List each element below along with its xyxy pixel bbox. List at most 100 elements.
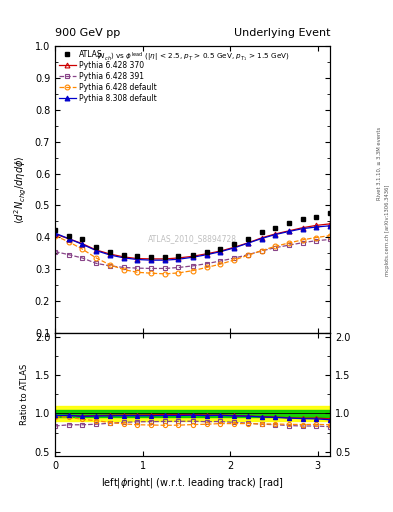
Pythia 6.428 370 [231,244,236,250]
Pythia 6.428 default [301,237,305,243]
Text: ATLAS_2010_S8894728: ATLAS_2010_S8894728 [148,233,237,243]
Text: Underlying Event: Underlying Event [233,28,330,38]
ATLAS [122,252,127,258]
ATLAS [272,225,277,231]
Text: Rivet 3.1.10, ≥ 3.3M events: Rivet 3.1.10, ≥ 3.3M events [377,127,382,201]
ATLAS [301,216,305,222]
Pythia 6.428 default [163,271,168,277]
Line: Pythia 6.428 default: Pythia 6.428 default [53,233,332,276]
Pythia 6.428 391 [328,237,332,243]
Pythia 6.428 default [53,232,57,239]
Pythia 6.428 default [259,247,264,253]
ATLAS [204,248,209,254]
ATLAS [286,220,291,226]
Pythia 8.308 default [94,247,99,253]
ATLAS [245,236,250,242]
Pythia 8.308 default [67,236,72,242]
Pythia 6.428 391 [67,252,72,258]
Pythia 6.428 370 [94,247,99,253]
Pythia 6.428 391 [149,265,154,271]
Pythia 6.428 391 [231,255,236,261]
Pythia 6.428 default [245,252,250,259]
Pythia 6.428 391 [163,265,168,271]
Pythia 8.308 default [80,241,84,247]
ATLAS [53,226,57,232]
ATLAS [328,210,332,217]
Text: 900 GeV pp: 900 GeV pp [55,28,120,38]
Pythia 8.308 default [231,245,236,251]
Pythia 8.308 default [176,256,181,262]
Pythia 6.428 default [135,269,140,275]
Pythia 6.428 391 [217,258,222,264]
ATLAS [149,254,154,260]
ATLAS [176,253,181,260]
Line: Pythia 6.428 391: Pythia 6.428 391 [53,237,332,271]
Pythia 6.428 391 [286,242,291,248]
Pythia 6.428 default [190,268,195,274]
Pythia 6.428 391 [272,245,277,251]
Pythia 8.308 default [108,252,112,258]
Pythia 6.428 391 [108,263,112,269]
ATLAS [163,254,168,261]
Text: $\langle N_{ch}\rangle$ vs $\phi^{\mathrm{lead}}$ ($|\eta|$ < 2.5, $p_T$ > 0.5 G: $\langle N_{ch}\rangle$ vs $\phi^{\mathr… [95,50,290,63]
Pythia 6.428 default [67,239,72,245]
Pythia 6.428 370 [245,240,250,246]
Pythia 6.428 391 [190,263,195,269]
Pythia 6.428 370 [286,228,291,234]
ATLAS [108,248,112,254]
Pythia 6.428 391 [301,240,305,246]
Pythia 6.428 391 [94,260,99,266]
Pythia 6.428 370 [259,235,264,241]
Pythia 8.308 default [190,254,195,261]
Pythia 6.428 370 [217,248,222,254]
Pythia 6.428 391 [135,265,140,271]
Pythia 6.428 370 [314,222,318,228]
Pythia 8.308 default [149,257,154,263]
Pythia 6.428 391 [245,252,250,258]
Pythia 6.428 370 [67,236,72,242]
Pythia 6.428 default [286,240,291,246]
ATLAS [314,214,318,220]
Pythia 6.428 370 [53,231,57,237]
Pythia 8.308 default [301,226,305,232]
Pythia 6.428 391 [53,248,57,254]
Pythia 8.308 default [135,257,140,263]
Pythia 6.428 391 [122,264,127,270]
Pythia 6.428 370 [328,221,332,227]
Pythia 6.428 default [204,264,209,270]
Pythia 8.308 default [259,236,264,242]
Pythia 8.308 default [286,228,291,234]
Pythia 8.308 default [272,231,277,238]
Text: mcplots.cern.ch [arXiv:1306.3436]: mcplots.cern.ch [arXiv:1306.3436] [385,185,389,276]
Pythia 6.428 370 [176,255,181,261]
Pythia 6.428 391 [314,238,318,244]
Y-axis label: $\langle d^2 N_{chg}/d\eta d\phi \rangle$: $\langle d^2 N_{chg}/d\eta d\phi \rangle… [13,155,29,224]
Pythia 8.308 default [122,255,127,261]
Pythia 6.428 default [108,262,112,268]
Pythia 6.428 default [122,267,127,273]
ATLAS [67,232,72,239]
Pythia 6.428 370 [163,256,168,262]
Pythia 6.428 default [176,270,181,276]
Pythia 6.428 370 [135,255,140,262]
Line: Pythia 8.308 default: Pythia 8.308 default [53,223,332,263]
Pythia 6.428 default [328,232,332,239]
Pythia 8.308 default [204,252,209,258]
ATLAS [217,246,222,252]
ATLAS [94,244,99,250]
ATLAS [231,241,236,247]
Pythia 6.428 370 [301,225,305,231]
Pythia 8.308 default [53,230,57,236]
Pythia 6.428 default [231,257,236,263]
Pythia 6.428 default [80,246,84,252]
Pythia 6.428 default [272,243,277,249]
Legend: ATLAS, Pythia 6.428 370, Pythia 6.428 391, Pythia 6.428 default, Pythia 8.308 de: ATLAS, Pythia 6.428 370, Pythia 6.428 39… [57,48,158,104]
Pythia 8.308 default [163,257,168,263]
Pythia 6.428 370 [108,251,112,257]
Pythia 6.428 391 [259,248,264,254]
Pythia 6.428 391 [176,264,181,270]
ATLAS [259,229,264,236]
Bar [55,410,330,417]
Pythia 6.428 391 [80,255,84,261]
Pythia 8.308 default [245,240,250,246]
